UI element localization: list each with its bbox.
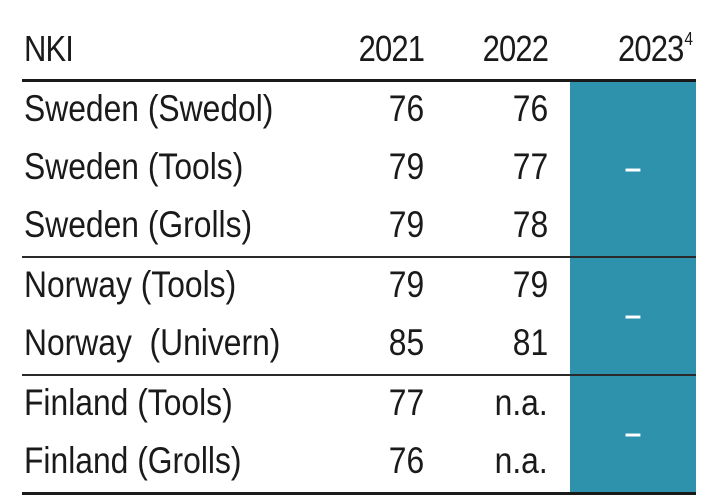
- table-row: Sweden (Swedol) 76 76: [22, 82, 696, 140]
- row-2021-value: 79: [388, 264, 424, 305]
- row-2022-value: n.a.: [494, 382, 548, 423]
- row-name: Norway (Tools): [24, 264, 237, 305]
- y2023-value: –: [624, 299, 642, 332]
- group-sweden: Sweden (Swedol) 76 76 Sweden (Tools) 79 …: [22, 82, 696, 258]
- row-2022-value: n.a.: [494, 440, 548, 481]
- header-2022: 2022: [482, 28, 549, 69]
- row-2022-value: 77: [512, 146, 548, 187]
- nki-table: NKI 2021 2022 20234 Sweden (Swedol) 76 7…: [22, 22, 696, 495]
- table-row: Finland (Grolls) 76 n.a.: [22, 434, 696, 492]
- row-2021-value: 79: [388, 146, 424, 187]
- table-row: Finland (Tools) 77 n.a.: [22, 376, 696, 434]
- group-norway: Norway (Tools) 79 79 Norway (Univern) 85…: [22, 258, 696, 376]
- table-row: Norway (Univern) 85 81: [22, 316, 696, 374]
- table-row: Sweden (Tools) 79 77: [22, 140, 696, 198]
- header-2023-label: 2023: [617, 28, 684, 69]
- row-2021-value: 76: [388, 88, 424, 129]
- y2023-cell-sweden: –: [570, 82, 696, 256]
- row-name: Finland (Grolls): [24, 440, 242, 481]
- header-2023: 20234: [617, 28, 693, 70]
- row-2021-value: 76: [388, 440, 424, 481]
- y2023-value: –: [624, 152, 642, 185]
- group-finland: Finland (Tools) 77 n.a. Finland (Grolls)…: [22, 376, 696, 495]
- row-2022-value: 81: [512, 322, 548, 363]
- table-header: NKI 2021 2022 20234: [22, 22, 696, 82]
- row-2022-value: 79: [512, 264, 548, 305]
- table-row: Sweden (Grolls) 79 78: [22, 198, 696, 256]
- row-2022-value: 76: [512, 88, 548, 129]
- row-name: Sweden (Swedol): [24, 88, 274, 129]
- row-2021-value: 79: [388, 204, 424, 245]
- header-nki: NKI: [24, 28, 74, 69]
- y2023-value: –: [624, 417, 642, 450]
- row-2022-value: 78: [512, 204, 548, 245]
- y2023-cell-norway: –: [570, 258, 696, 374]
- row-name: Norway (Univern): [24, 322, 281, 363]
- row-2021-value: 77: [388, 382, 424, 423]
- header-2021: 2021: [358, 28, 425, 69]
- header-2023-footnote: 4: [684, 29, 693, 49]
- row-name: Sweden (Grolls): [24, 204, 253, 245]
- table-row: Norway (Tools) 79 79: [22, 258, 696, 316]
- row-name: Sweden (Tools): [24, 146, 244, 187]
- y2023-cell-finland: –: [570, 376, 696, 492]
- row-2021-value: 85: [388, 322, 424, 363]
- row-name: Finland (Tools): [24, 382, 233, 423]
